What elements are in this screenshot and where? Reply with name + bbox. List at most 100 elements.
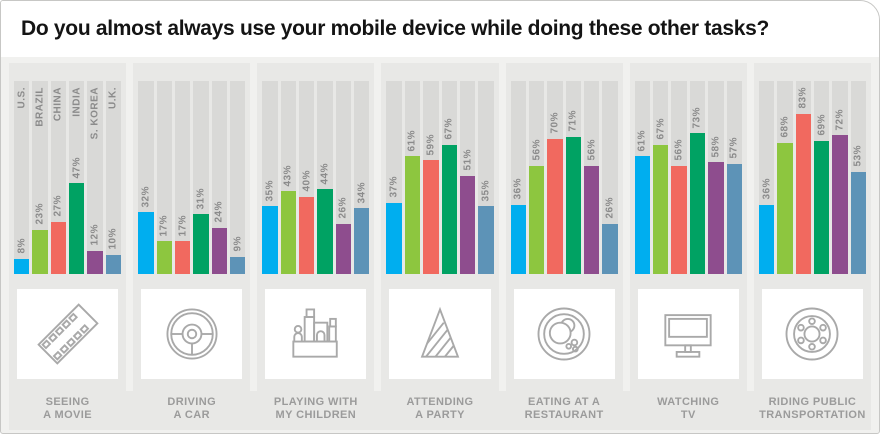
task-label-line2: MY CHILDREN <box>275 409 357 421</box>
bar <box>528 165 545 274</box>
bar <box>634 156 651 274</box>
country-label: BRAZIL <box>34 87 46 127</box>
task-label: EATING AT A RESTAURANT <box>506 396 623 422</box>
bar-track: 67% <box>441 81 457 274</box>
task-label-line1: DRIVING <box>167 396 217 408</box>
bar-value-label: 40% <box>301 170 313 192</box>
task-panel: 35% 43% 40% 44% 26% 34% <box>257 63 375 391</box>
task-label-line1: SEEING <box>45 396 90 408</box>
bar-value-label: 56% <box>531 139 543 161</box>
task-label: DRIVING A CAR <box>133 396 250 422</box>
bar-track: 17% <box>156 81 172 274</box>
bar <box>795 113 811 274</box>
bar <box>459 175 476 274</box>
bar-track: 24% <box>211 81 227 274</box>
bar-track: 17% <box>174 81 191 274</box>
bar <box>262 206 278 274</box>
bar-track: 73% <box>689 81 706 274</box>
country-label: U.S. <box>16 87 28 109</box>
bar-value-label: 10% <box>107 228 119 250</box>
task-panel: 36% 68% 83% 69% 72% 53% <box>753 63 871 391</box>
bar-value-label: 8% <box>16 238 28 254</box>
bar-track: 56% <box>671 81 687 274</box>
bar-value-label: 57% <box>728 137 740 159</box>
bar <box>423 160 439 274</box>
task-label-line1: EATING AT A <box>528 396 601 408</box>
party-hat-icon <box>420 306 460 358</box>
bar-value-label: 58% <box>710 135 722 158</box>
task-panel: U.S. 8% BRAZIL 23% CHINA 27% INDIA 47% S. KOREA 1… <box>9 63 127 391</box>
bar-value-label: 73% <box>691 106 703 129</box>
bar-value-label: 35% <box>264 179 276 202</box>
bar-value-label: 47% <box>71 156 83 179</box>
bar <box>14 258 30 274</box>
bar-track: 43% <box>280 81 296 274</box>
bar-value-label: 17% <box>177 214 189 237</box>
bar-track: 72% <box>832 81 848 274</box>
task-label-line2: TV <box>680 409 696 421</box>
film-strip-icon <box>36 303 99 365</box>
bar-track: 56% <box>584 81 600 274</box>
bar <box>386 202 402 274</box>
bar-track: 83% <box>795 81 811 274</box>
bar-value-label: 83% <box>797 87 809 109</box>
bar-group: 35% 43% 40% 44% 26% 34% <box>262 81 370 274</box>
bar-value-label: 72% <box>834 108 846 131</box>
bar-value-label: 69% <box>816 114 828 136</box>
bar <box>138 212 154 274</box>
bar-value-label: 26% <box>604 197 616 219</box>
bar-track: 36% <box>758 81 775 274</box>
bar-value-label: 44% <box>319 162 331 185</box>
bar-track: 44% <box>317 81 333 274</box>
task-panel: 36% 56% 70% 71% 56% 26% <box>505 63 623 391</box>
bar-group: 36% 56% 70% 71% 56% 26% <box>510 81 618 274</box>
bar-track: 53% <box>850 81 866 274</box>
bar-track: 35% <box>262 81 278 274</box>
task-panel: 37% 61% 59% 67% 51% 35% <box>381 63 499 391</box>
task-label: SEEING A MOVIE <box>9 396 126 422</box>
bar-track: 26% <box>602 81 618 274</box>
task-label-line2: RESTAURANT <box>524 409 604 421</box>
bar-value-label: 43% <box>282 164 294 187</box>
bar-track: 67% <box>653 81 669 274</box>
bar-value-label: 67% <box>443 118 455 140</box>
task-label-line1: WATCHING <box>657 396 720 408</box>
task-panel: 61% 67% 56% 73% 58% 57% <box>629 63 747 391</box>
bar-track: 57% <box>726 81 742 274</box>
bar <box>547 138 563 274</box>
bar-group: 37% 61% 59% 67% 51% 35% <box>386 81 494 274</box>
bar-track: 32% <box>138 81 154 274</box>
bar <box>335 223 352 274</box>
bar-track: 56% <box>528 81 545 274</box>
task-labels-row: SEEING A MOVIE DRIVING A CAR PLAYING WITH MY … <box>9 391 871 430</box>
bar <box>441 144 457 274</box>
bar-value-label: 56% <box>586 139 598 161</box>
bar-track: 58% <box>708 81 724 274</box>
bar-value-label: 71% <box>567 110 579 132</box>
bar-group: U.S. 8% BRAZIL 23% CHINA 27% INDIA 47% S. KOREA 1… <box>14 81 122 274</box>
bar-value-label: 68% <box>779 116 791 138</box>
bar <box>510 204 526 274</box>
bar-track: 59% <box>423 81 439 274</box>
task-label-line2: TRANSPORTATION <box>759 409 866 421</box>
task-label-line2: A MOVIE <box>43 409 92 421</box>
bar-track: 34% <box>354 81 370 274</box>
bar-value-label: 59% <box>425 133 437 156</box>
bar <box>174 241 191 274</box>
bar-track: 26% <box>335 81 352 274</box>
bar-track: 68% <box>777 81 793 274</box>
task-panel: 32% 17% 17% 31% 24% 9% <box>133 63 251 391</box>
bar-value-label: 27% <box>52 195 64 217</box>
bar-value-label: 23% <box>34 203 46 225</box>
task-label-line2: A PARTY <box>415 409 465 421</box>
bar <box>354 208 370 274</box>
task-icon-box <box>761 289 863 379</box>
toy-blocks-icon <box>292 308 338 358</box>
bar <box>105 254 122 274</box>
bar <box>211 227 227 274</box>
bar-track: S. KOREA 12% <box>87 81 103 274</box>
bar-value-label: 35% <box>480 179 492 202</box>
task-label-line2: A CAR <box>173 409 210 421</box>
bar-track: INDIA 47% <box>69 81 85 274</box>
